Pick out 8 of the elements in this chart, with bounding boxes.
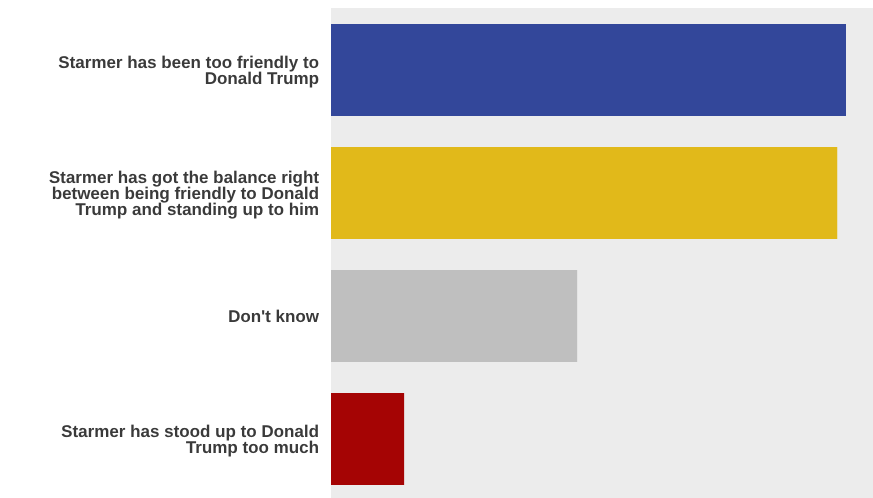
bar <box>331 270 578 362</box>
y-tick-label: Starmer has been too friendly to Donald Trump <box>58 52 319 88</box>
y-tick-label: Starmer has stood up to Donald Trump too much <box>61 422 319 456</box>
y-tick-label: Don't know <box>228 306 320 326</box>
y-tick-label: Starmer has got the balance right between being friendly to Donald Trump and standing up to him <box>48 168 320 218</box>
bar <box>331 24 846 116</box>
bar <box>331 393 404 485</box>
bar <box>331 147 838 239</box>
